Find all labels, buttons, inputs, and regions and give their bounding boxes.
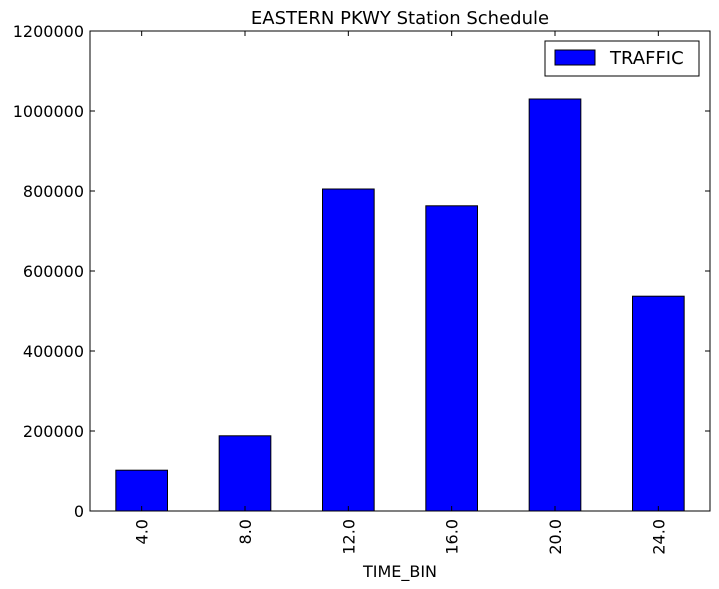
- y-tick-label: 0: [74, 502, 84, 521]
- x-tick-label: 16.0: [443, 519, 462, 555]
- bar: [632, 295, 685, 512]
- x-tick-label: 8.0: [236, 519, 255, 544]
- x-axis-label: TIME_BIN: [362, 562, 437, 582]
- legend-label: TRAFFIC: [609, 48, 684, 69]
- y-tick-label: 1000000: [13, 102, 84, 121]
- x-tick-label: 12.0: [339, 519, 358, 555]
- bar: [425, 205, 479, 512]
- y-tick-label: 400000: [23, 342, 84, 361]
- bar: [528, 98, 582, 512]
- y-tick-label: 600000: [23, 262, 84, 281]
- y-axis: 0 200000 400000 600000 800000 1000000 1200000: [13, 22, 710, 521]
- x-tick-label: 20.0: [546, 519, 565, 555]
- bar: [322, 188, 375, 512]
- y-tick-label: 800000: [23, 182, 84, 201]
- bar: [218, 435, 272, 512]
- bars: [115, 98, 685, 512]
- bar: [115, 469, 169, 512]
- legend: TRAFFIC: [544, 40, 700, 77]
- y-tick-label: 200000: [23, 422, 84, 441]
- x-tick-label: 24.0: [649, 519, 668, 555]
- legend-swatch: [554, 49, 596, 66]
- plot-frame: [89, 30, 711, 512]
- chart-title: EASTERN PKWY Station Schedule: [251, 8, 549, 29]
- x-tick-label: 4.0: [133, 519, 152, 544]
- x-axis: 4.0 8.0 12.0 16.0 20.0 24.0: [133, 31, 668, 555]
- y-tick-label: 1200000: [13, 22, 84, 41]
